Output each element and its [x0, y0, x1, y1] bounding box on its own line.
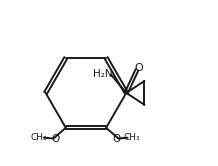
Text: O: O [134, 63, 143, 73]
Text: O: O [51, 134, 60, 144]
Text: CH₃: CH₃ [31, 133, 48, 142]
Text: H₂N: H₂N [93, 69, 112, 79]
Text: CH₃: CH₃ [124, 133, 140, 142]
Text: O: O [112, 134, 121, 144]
